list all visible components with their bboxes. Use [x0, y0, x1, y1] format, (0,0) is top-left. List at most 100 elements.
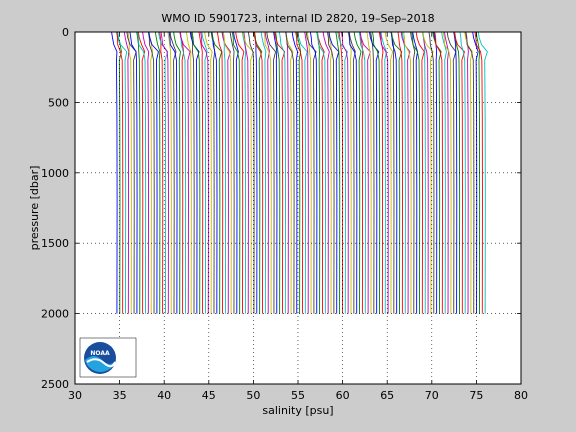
- profile-line: [369, 31, 380, 314]
- profile-line: [384, 31, 394, 314]
- profile-line: [465, 31, 475, 314]
- profile-line: [266, 31, 277, 314]
- x-tick-label: 80: [514, 389, 528, 402]
- profile-line: [433, 31, 438, 314]
- profile-line: [167, 31, 172, 314]
- profile-line: [353, 31, 362, 314]
- profile-line: [359, 31, 364, 314]
- x-tick-label: 35: [113, 389, 127, 402]
- profile-line: [185, 31, 192, 314]
- profile-line: [379, 31, 389, 314]
- x-tick-label: 55: [291, 389, 305, 402]
- profile-line: [233, 31, 239, 314]
- y-tick-label: 0: [62, 26, 69, 39]
- profile-line: [475, 31, 481, 314]
- profile-line: [221, 31, 231, 314]
- profile-line: [229, 31, 235, 314]
- profile-line: [403, 31, 412, 314]
- profile-line: [117, 31, 128, 314]
- profile-line: [154, 31, 161, 314]
- profile-line: [474, 31, 483, 314]
- profile-line: [264, 31, 270, 314]
- profile-line: [191, 31, 201, 314]
- profile-line: [142, 31, 150, 314]
- profile-line: [412, 31, 418, 314]
- profile-line: [147, 31, 155, 314]
- profile-line: [296, 31, 302, 314]
- profile-line: [295, 31, 304, 314]
- profile-line: [400, 31, 411, 314]
- profile-line: [477, 31, 488, 314]
- profile-line: [327, 31, 333, 314]
- x-tick-label: 65: [380, 389, 394, 402]
- profile-line: [260, 31, 267, 314]
- profile-line: [173, 31, 181, 314]
- profile-line: [129, 31, 138, 314]
- profile-line: [442, 31, 452, 314]
- x-tick-label: 45: [202, 389, 216, 402]
- profile-line: [116, 31, 124, 314]
- profile-line: [397, 31, 403, 314]
- profile-line: [201, 31, 208, 314]
- profile-line: [306, 31, 312, 314]
- y-axis-label: pressure [dbar]: [28, 166, 41, 251]
- y-tick-label: 500: [48, 96, 69, 109]
- profile-line: [278, 31, 286, 314]
- profile-line: [123, 31, 130, 314]
- profile-line: [168, 31, 178, 314]
- profile-line: [358, 31, 366, 314]
- y-tick-label: 2000: [41, 308, 69, 321]
- x-tick-label: 70: [425, 389, 439, 402]
- profile-line: [211, 31, 223, 314]
- profile-line: [136, 31, 141, 314]
- profile-line: [159, 31, 164, 314]
- profile-line: [274, 31, 286, 314]
- profile-line: [235, 31, 245, 314]
- profile-line: [338, 31, 344, 314]
- profile-line: [305, 31, 317, 314]
- profile-line: [204, 31, 213, 314]
- profile-line: [390, 31, 398, 314]
- profile-line: [441, 31, 447, 314]
- profile-line: [247, 31, 255, 314]
- noaa-logo: NOAA: [79, 337, 137, 378]
- profile-line: [348, 31, 356, 314]
- profile-line: [335, 31, 341, 314]
- y-tick-label: 1000: [41, 167, 69, 180]
- profile-line: [464, 31, 473, 314]
- profile-line: [453, 31, 465, 314]
- profile-line: [200, 31, 209, 314]
- profile-line: [241, 31, 247, 314]
- profile-line: [210, 31, 216, 314]
- grid-lines: [75, 32, 521, 384]
- profile-line: [327, 31, 335, 314]
- profile-line: [434, 31, 443, 314]
- profile-line: [126, 31, 137, 314]
- profile-line: [297, 31, 308, 314]
- profile-line: [169, 31, 177, 314]
- profile-line: [378, 31, 384, 314]
- profile-line: [222, 31, 232, 314]
- profile-line: [304, 31, 309, 314]
- profile-line: [391, 31, 403, 314]
- x-tick-label: 60: [336, 389, 350, 402]
- profile-line: [410, 31, 416, 314]
- profile-line: [231, 31, 241, 314]
- profile-line: [160, 31, 169, 314]
- profile-line: [415, 31, 425, 314]
- profile-line: [309, 31, 318, 314]
- profile-line: [263, 31, 272, 314]
- profile-line: [472, 31, 479, 314]
- profile-line: [127, 31, 132, 314]
- profile-line: [137, 31, 146, 314]
- profile-line: [316, 31, 326, 314]
- x-axis-label: salinity [psu]: [262, 404, 333, 417]
- noaa-logo-text: NOAA: [90, 350, 110, 357]
- x-axis-ticks: 30 35 40 45 50 55 60 65 70 75 80: [68, 32, 528, 402]
- profile-line: [422, 31, 434, 314]
- x-tick-label: 30: [68, 389, 82, 402]
- profile-line: [411, 31, 421, 314]
- profile-line: [459, 31, 466, 314]
- profile-line: [340, 31, 349, 314]
